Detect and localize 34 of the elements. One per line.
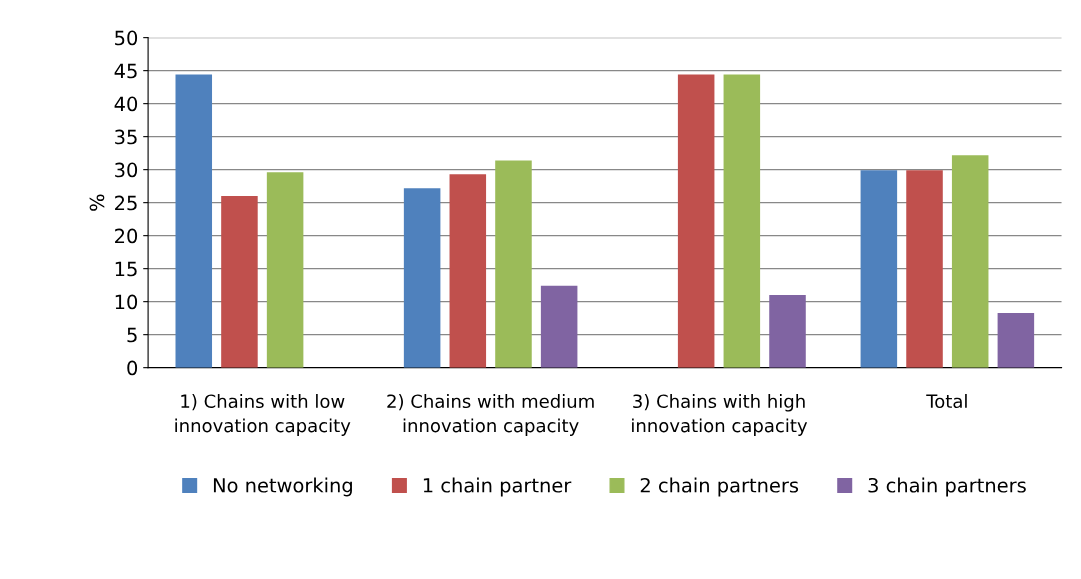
y-tick-label: 0 — [127, 360, 138, 376]
y-tick-label: 50 — [115, 30, 138, 46]
bar — [723, 74, 761, 368]
bar — [495, 160, 532, 368]
bar — [860, 170, 898, 368]
y-axis-title: % — [89, 194, 105, 211]
bar — [540, 285, 578, 368]
bar — [997, 312, 1035, 368]
bar — [221, 196, 258, 368]
bar — [906, 170, 943, 368]
legend-label: No networking — [213, 477, 352, 497]
y-tick-label: 10 — [115, 294, 138, 310]
legend-label: 1 chain partner — [423, 477, 572, 497]
bar — [175, 74, 213, 368]
x-tick-label: 2) Chains with medium innovation capacity — [387, 394, 594, 436]
bar — [449, 174, 487, 368]
y-tick-label: 30 — [115, 162, 138, 178]
legend-label: 3 chain partners — [868, 477, 1026, 497]
bar — [951, 155, 989, 368]
bar — [677, 74, 715, 368]
y-tick-label: 5 — [127, 327, 137, 343]
y-tick-label: 45 — [114, 63, 137, 79]
y-tick-label: 20 — [115, 228, 138, 244]
x-tick-label: Total — [926, 394, 967, 409]
bar — [266, 172, 304, 368]
bar — [769, 295, 806, 368]
y-tick-label: 15 — [115, 261, 137, 277]
bar — [403, 188, 441, 368]
y-tick-label: 40 — [114, 96, 138, 112]
legend-label: 2 chain partners — [640, 477, 799, 497]
x-tick-label: 1) Chains with low innovation capacity — [175, 394, 351, 436]
x-tick-label: 3) Chains with high innovation capacity — [632, 394, 808, 436]
y-tick-label: 25 — [115, 195, 137, 211]
y-tick-label: 35 — [115, 129, 137, 145]
